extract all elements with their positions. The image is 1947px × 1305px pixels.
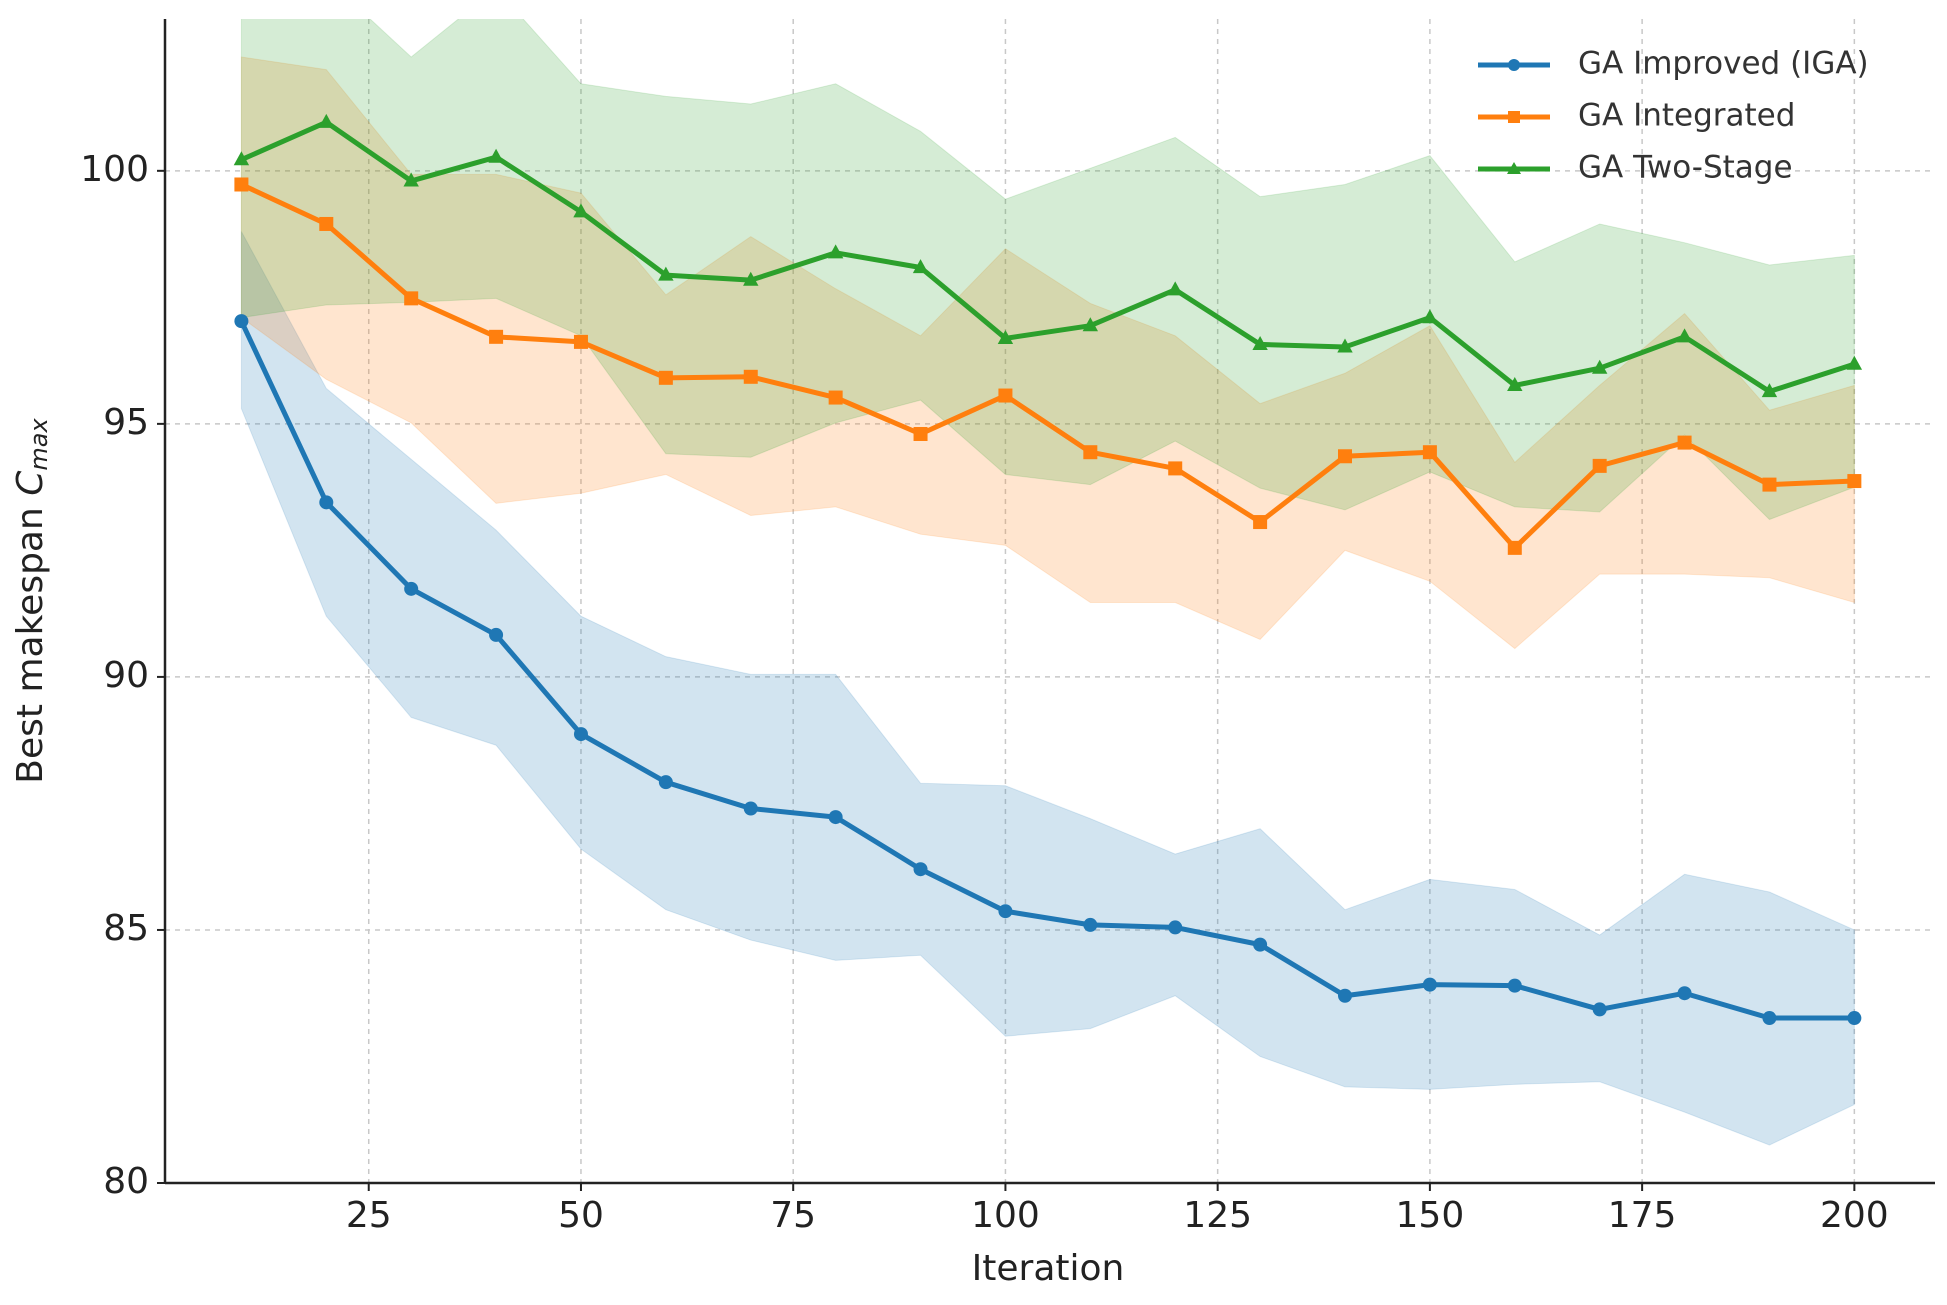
marker	[658, 370, 673, 385]
marker	[743, 801, 758, 816]
marker	[1847, 1011, 1862, 1026]
y-tick-label: 85	[103, 908, 149, 949]
marker	[743, 369, 758, 384]
legend-marker	[1508, 111, 1520, 123]
marker	[1846, 355, 1863, 370]
marker	[1252, 336, 1268, 351]
legend-label: GA Improved (IGA)	[1578, 46, 1869, 82]
marker	[1677, 435, 1692, 450]
marker	[319, 216, 334, 231]
marker	[828, 810, 843, 825]
y-axis-label-text: Best makespan	[10, 507, 51, 784]
x-tick-label: 200	[1820, 1195, 1889, 1236]
band	[240, 231, 1855, 1146]
marker	[404, 581, 419, 596]
marker	[318, 113, 334, 128]
legend-label: GA Integrated	[1578, 98, 1795, 134]
marker	[658, 775, 673, 790]
marker	[1591, 359, 1608, 374]
marker	[233, 151, 250, 166]
marker	[913, 862, 928, 877]
marker	[1592, 458, 1607, 473]
marker	[319, 495, 334, 510]
marker	[1338, 988, 1352, 1003]
marker	[828, 390, 843, 405]
marker	[404, 291, 419, 306]
x-tick-label: 175	[1608, 1195, 1677, 1236]
marker	[743, 271, 759, 286]
legend-marker	[1508, 59, 1520, 71]
marker	[1082, 317, 1099, 332]
marker	[1847, 474, 1862, 489]
y-tick-label: 100	[80, 149, 149, 190]
marker	[658, 266, 674, 281]
y-tick-label: 95	[103, 402, 149, 443]
y-axis-label: Best makespan Cmax	[10, 418, 53, 784]
x-axis-label: Iteration	[972, 1248, 1125, 1289]
x-tick-label: 75	[770, 1195, 816, 1236]
marker	[1762, 1011, 1777, 1026]
marker	[234, 314, 249, 329]
marker	[1167, 281, 1183, 296]
marker	[1168, 461, 1183, 476]
marker	[1762, 477, 1777, 492]
marker	[1168, 920, 1183, 935]
marker	[912, 259, 929, 274]
marker	[1676, 328, 1693, 343]
marker	[1083, 445, 1098, 460]
marker	[1338, 449, 1352, 464]
marker	[913, 426, 928, 441]
marker	[403, 172, 419, 187]
marker	[1422, 309, 1438, 324]
marker	[1761, 383, 1778, 398]
marker	[573, 334, 588, 349]
marker	[1422, 445, 1437, 460]
x-tick-label: 50	[558, 1195, 604, 1236]
marker	[1507, 540, 1522, 555]
marker	[827, 244, 844, 259]
x-tick-label: 150	[1396, 1195, 1465, 1236]
marker	[573, 727, 588, 742]
marker	[1507, 377, 1523, 392]
y-tick-label: 90	[103, 655, 149, 696]
y-axis-label-symbol: C	[10, 470, 51, 496]
marker	[489, 329, 504, 344]
line	[240, 119, 1856, 394]
marker	[573, 203, 589, 218]
y-axis-label-subscript: max	[25, 418, 53, 471]
plot-area	[233, 19, 1863, 1146]
line	[240, 182, 1855, 551]
marker	[1507, 978, 1522, 993]
line	[239, 320, 1855, 1021]
x-tick-label: 100	[971, 1195, 1040, 1236]
x-tick-label: 25	[346, 1195, 392, 1236]
marker	[998, 904, 1013, 919]
marker	[1422, 977, 1437, 992]
marker	[234, 177, 249, 192]
legend-label: GA Two-Stage	[1578, 150, 1793, 186]
marker	[1337, 338, 1353, 353]
marker	[1592, 1002, 1607, 1017]
marker	[1253, 515, 1268, 530]
marker	[1083, 917, 1098, 932]
marker	[489, 627, 504, 642]
legend-marker	[1507, 162, 1521, 174]
marker	[998, 388, 1013, 403]
x-tick-label: 125	[1183, 1195, 1252, 1236]
band	[240, 56, 1855, 650]
y-tick-label: 80	[103, 1161, 149, 1202]
marker	[1253, 937, 1268, 952]
marker	[488, 148, 504, 163]
marker	[997, 329, 1014, 344]
marker	[1677, 986, 1692, 1001]
